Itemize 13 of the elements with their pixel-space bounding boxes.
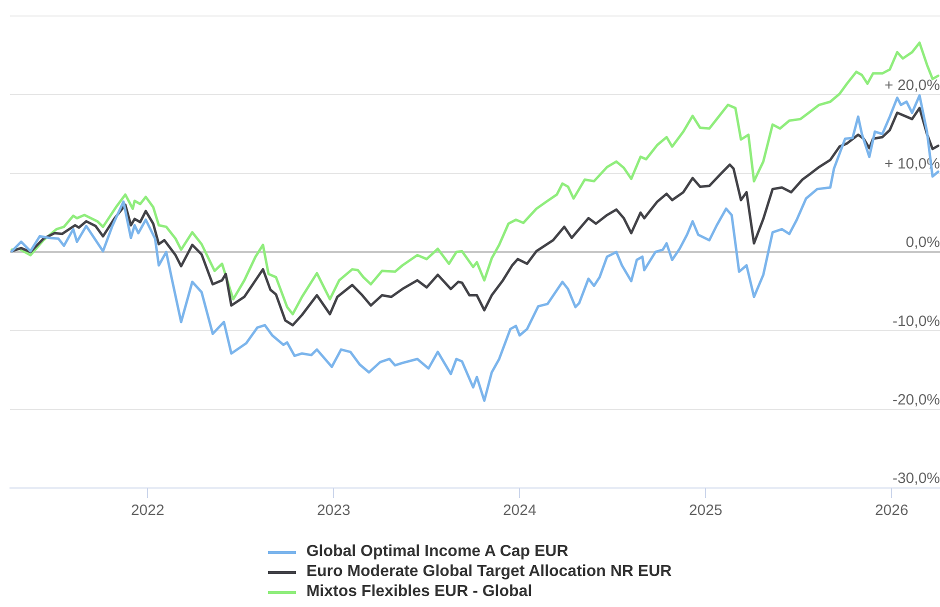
x-tick-label: 2023 — [316, 502, 350, 520]
legend-label: Global Optimal Income A Cap EUR — [306, 542, 568, 562]
x-tick-label: 2022 — [130, 502, 164, 520]
x-tick-label: 2025 — [688, 502, 722, 520]
y-tick-label: -30,0% — [892, 470, 940, 488]
legend-label: Mixtos Flexibles EUR - Global — [306, 582, 532, 602]
x-tick-label: 2026 — [874, 502, 908, 520]
y-tick-label: + 20,0% — [884, 76, 940, 94]
x-tick-label: 2024 — [502, 502, 536, 520]
legend-label: Euro Moderate Global Target Allocation NR EUR — [306, 562, 672, 582]
y-tick-label: -10,0% — [892, 312, 940, 330]
y-tick-label: 0,0% — [906, 234, 940, 252]
y-tick-label: -20,0% — [892, 391, 940, 408]
